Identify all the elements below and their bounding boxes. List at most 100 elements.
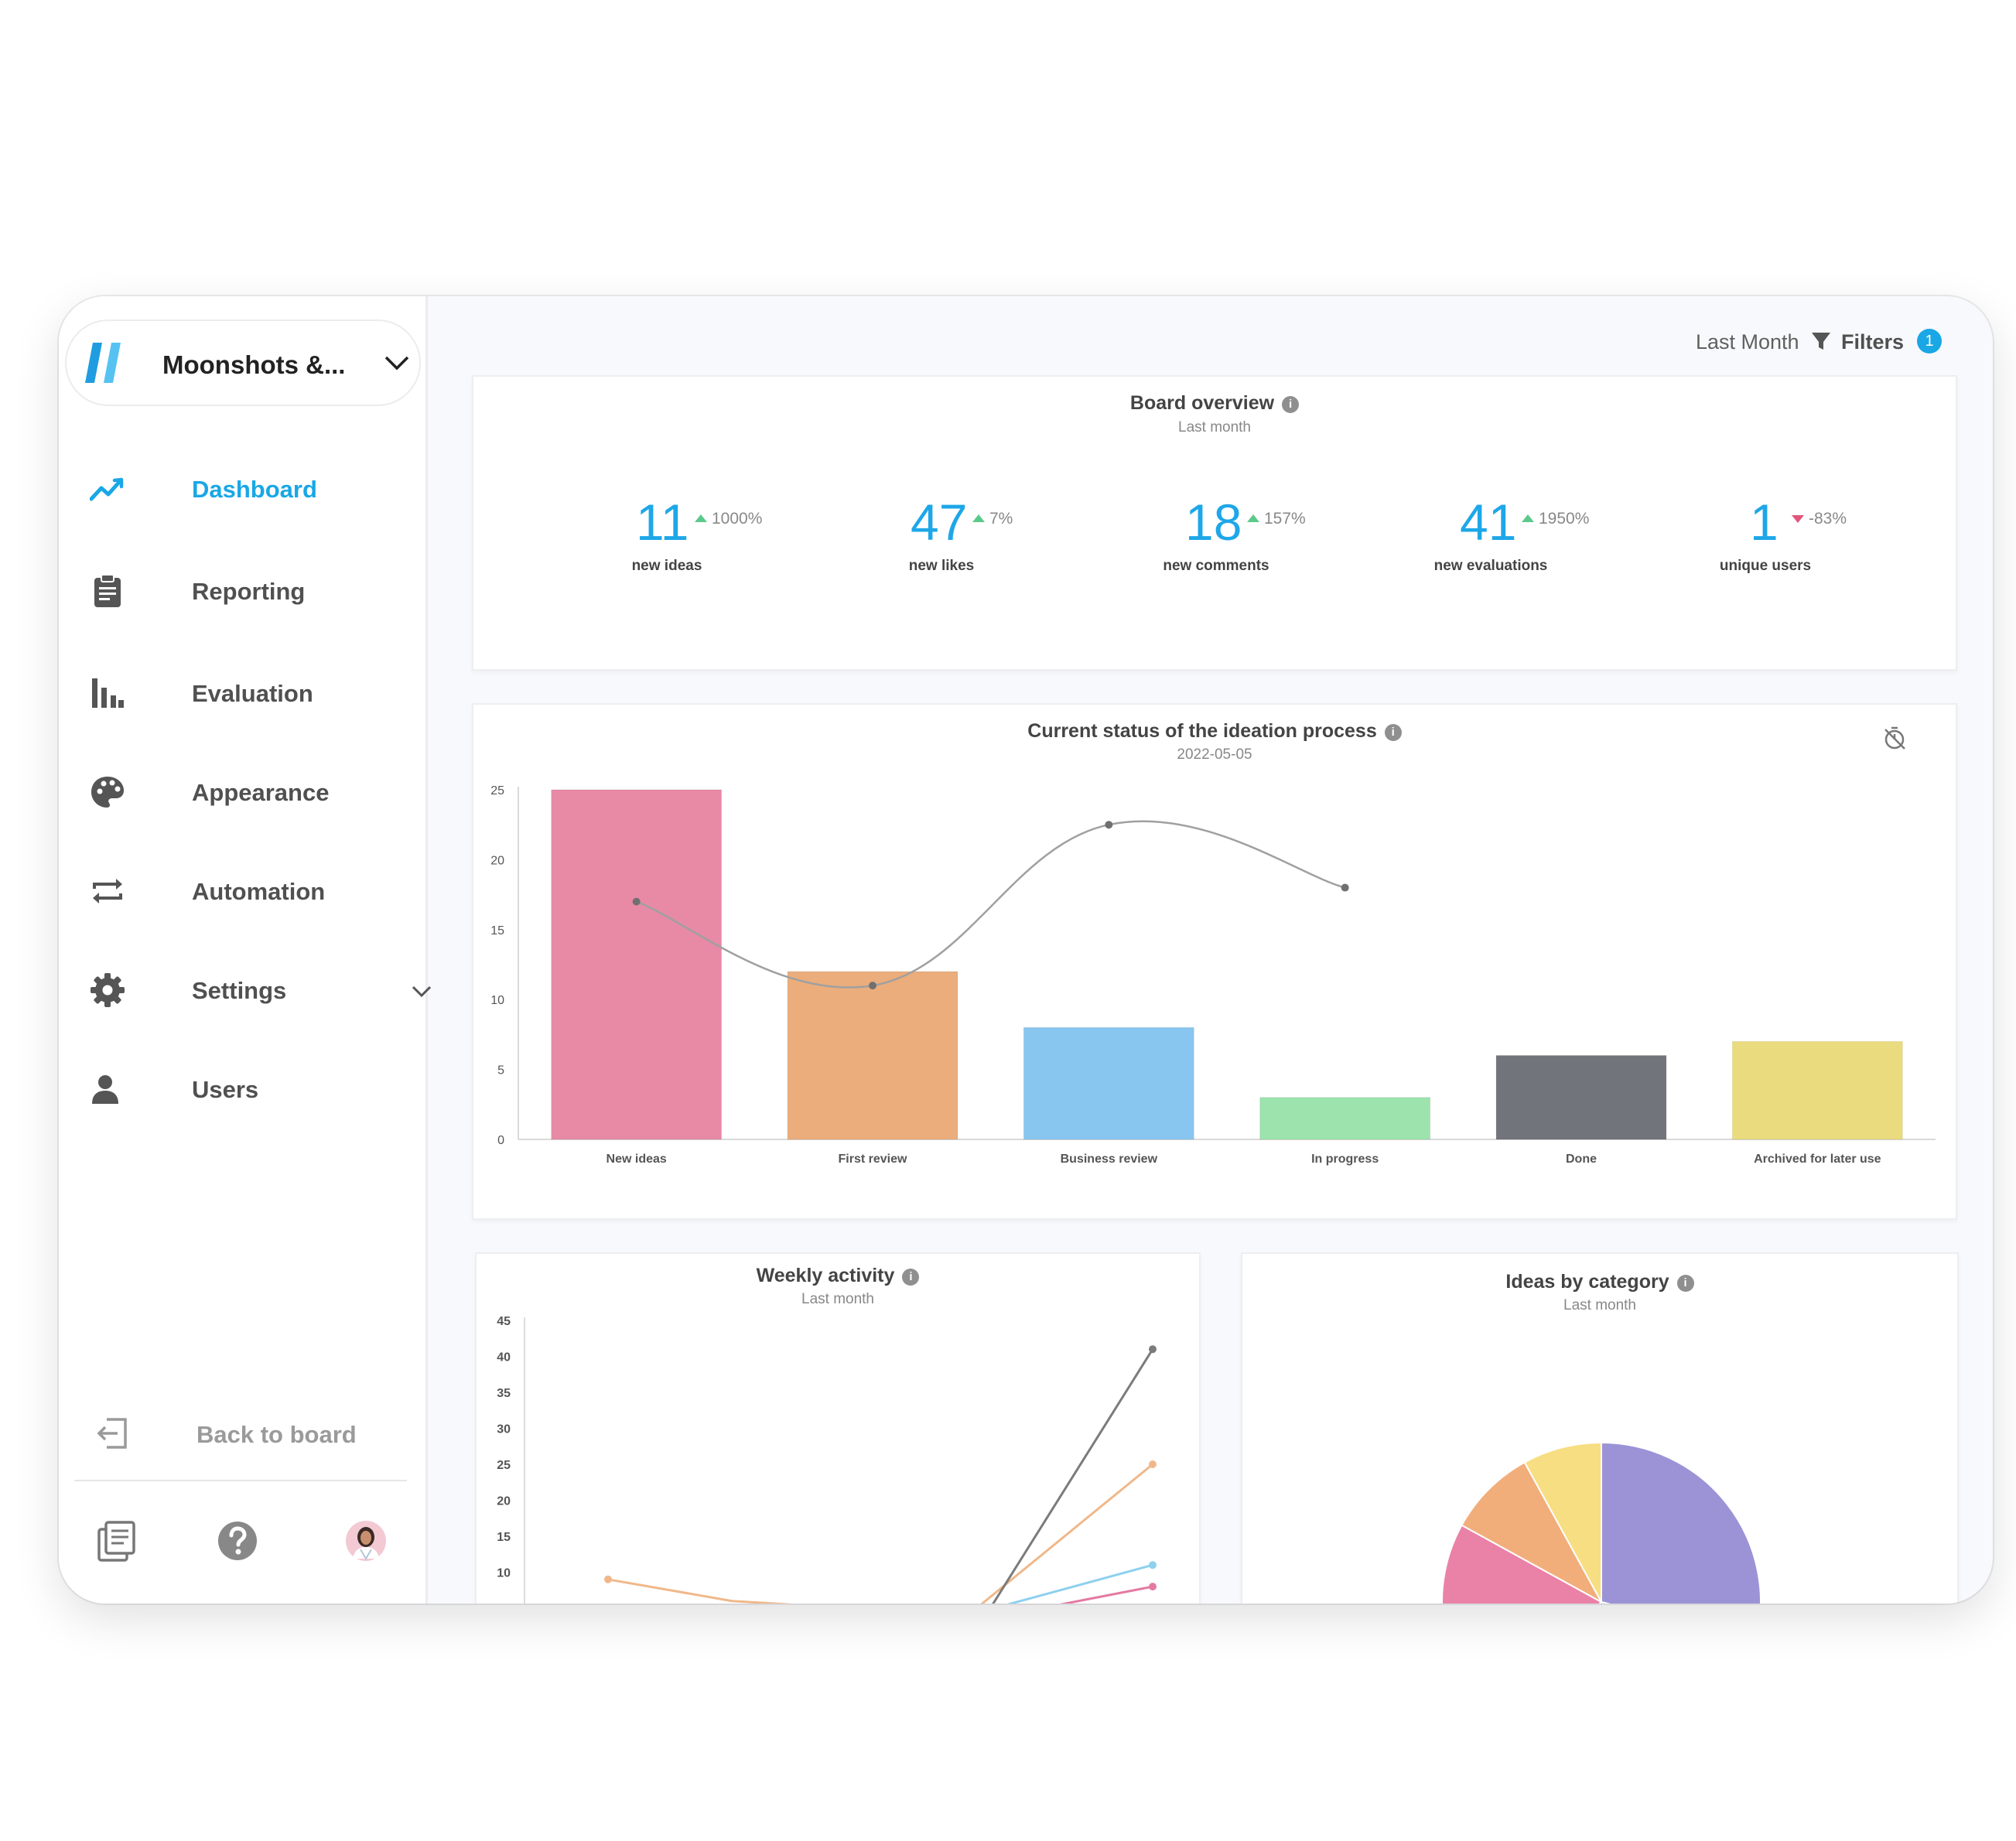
series-point	[1149, 1460, 1157, 1468]
kpi-delta: 7%	[972, 510, 1013, 528]
kpi-value: 41	[1460, 494, 1517, 551]
chevron-down-icon[interactable]	[412, 985, 432, 999]
pie-slice	[1523, 1441, 1602, 1603]
sidebar-item-label: Automation	[192, 878, 326, 905]
y-tick-label: 10	[497, 1567, 511, 1580]
y-tick-label: 10	[490, 994, 504, 1007]
kpi-delta: 1000%	[695, 510, 762, 528]
card-subtitle: Last month	[1563, 1297, 1636, 1313]
kpi-label: new likes	[908, 558, 975, 574]
card-title: Ideas by category i	[1242, 1271, 1957, 1293]
timer-off-icon[interactable]	[1881, 725, 1908, 751]
card-title: Current status of the ideation process i	[473, 720, 1956, 743]
back-to-board-button[interactable]: Back to board	[96, 1410, 405, 1457]
pie-slice	[1441, 1524, 1603, 1604]
palette-icon	[91, 777, 124, 808]
chevron-down-icon[interactable]	[384, 354, 410, 372]
y-tick-label: 25	[497, 1459, 511, 1472]
status-bar-chart: 0 5 10 15 20 25 New ideas First review Business …	[490, 784, 1936, 1166]
weekly-activity-line-chart: 10 15 20 25 30 35 40 45	[497, 1315, 1157, 1604]
bar	[1731, 1040, 1903, 1140]
series-line	[992, 1348, 1154, 1604]
series-line	[1006, 1563, 1153, 1604]
card-title: Board overview i	[473, 392, 1956, 415]
funnel-icon	[1812, 333, 1830, 350]
card-subtitle: 2022-05-05	[1177, 746, 1252, 763]
bar	[1259, 1097, 1431, 1140]
kpi-value: 18	[1185, 494, 1242, 551]
workspace-switcher[interactable]: Moonshots &...	[65, 319, 421, 406]
info-icon[interactable]: i	[1384, 724, 1402, 741]
y-tick-label: 20	[490, 854, 504, 867]
sidebar-item-label: Settings	[192, 977, 287, 1004]
y-tick-label: 45	[497, 1315, 511, 1328]
overlay-line	[636, 820, 1345, 989]
pie-slice	[1461, 1461, 1604, 1604]
help-icon[interactable]	[217, 1520, 258, 1562]
sidebar-item-label: Evaluation	[192, 680, 313, 707]
y-tick-label: 25	[490, 784, 504, 798]
card-subtitle: Last month	[1178, 419, 1251, 435]
kpi-label: new comments	[1163, 558, 1269, 574]
sidebar: Moonshots &... Dashboard	[59, 296, 432, 1604]
sidebar-item-users[interactable]: Users	[90, 1065, 415, 1112]
series-point	[604, 1575, 612, 1583]
info-icon[interactable]: i	[902, 1269, 920, 1286]
kpi-label: new ideas	[631, 558, 702, 574]
sidebar-item-settings[interactable]: Settings	[90, 966, 432, 1013]
overlay-point	[1105, 821, 1113, 829]
y-tick-label: 15	[497, 1531, 511, 1544]
bar	[551, 789, 723, 1140]
sidebar-item-appearance[interactable]: Appearance	[90, 768, 415, 815]
sidebar-item-label: Appearance	[192, 779, 330, 806]
trend-up-icon	[1247, 514, 1259, 522]
avatar[interactable]	[345, 1520, 387, 1562]
x-tick-label: New ideas	[607, 1153, 667, 1166]
repeat-arrows-icon	[93, 879, 122, 903]
overlay-point	[869, 982, 876, 990]
ideation-status-card: Current status of the ideation process i …	[472, 703, 1957, 1220]
trend-up-icon	[1522, 514, 1534, 522]
sidebar-item-label: Users	[192, 1076, 259, 1103]
series-point	[1149, 1583, 1157, 1591]
bar	[1495, 1055, 1667, 1140]
y-tick-label: 15	[490, 924, 504, 938]
y-tick-label: 30	[497, 1423, 511, 1436]
x-tick-label: Business review	[1061, 1153, 1158, 1166]
kpi-label: new evaluations	[1433, 558, 1548, 574]
y-tick-label: 20	[497, 1495, 511, 1508]
filters-button[interactable]: Filters 1	[1810, 326, 1949, 357]
series-line	[1059, 1585, 1153, 1604]
info-icon[interactable]: i	[1282, 396, 1300, 413]
info-icon[interactable]: i	[1676, 1275, 1694, 1292]
period-selector[interactable]: Last Month	[1696, 330, 1799, 354]
documentation-icon[interactable]	[96, 1520, 138, 1562]
board-overview-card: Board overview i Last month 11 1000% new …	[472, 375, 1957, 671]
top-bar: Last Month Filters 1	[425, 296, 1993, 381]
kpi-new-ideas: 11 1000% new ideas	[535, 493, 798, 578]
sidebar-item-automation[interactable]: Automation	[90, 867, 415, 914]
x-tick-label: Done	[1566, 1153, 1597, 1166]
x-tick-label: First review	[839, 1153, 907, 1166]
kpi-delta: 157%	[1247, 510, 1306, 528]
sidebar-item-reporting[interactable]: Reporting	[90, 567, 415, 613]
pie-slice	[1601, 1441, 1761, 1604]
y-tick-label: 40	[497, 1351, 511, 1365]
trend-down-icon	[1792, 515, 1804, 523]
series-point	[1149, 1345, 1157, 1354]
gear-icon	[91, 973, 125, 1007]
filters-count-badge: 1	[1917, 329, 1942, 354]
overlay-point	[1341, 883, 1349, 892]
weekly-activity-card: Weekly activity i Last month 10 15 20 25 30 35…	[475, 1252, 1201, 1604]
sidebar-item-evaluation[interactable]: Evaluation	[90, 669, 415, 716]
kpi-value: 1	[1750, 494, 1779, 551]
sidebar-item-dashboard[interactable]: Dashboard	[90, 465, 415, 511]
x-tick-label: In progress	[1311, 1153, 1379, 1166]
bar-chart-icon	[92, 678, 124, 708]
exit-arrow-icon	[97, 1418, 127, 1449]
card-title: Weekly activity i	[477, 1265, 1199, 1287]
kpi-new-likes: 47 7% new likes	[810, 493, 1073, 578]
kpi-unique-users: 1 -83% unique users	[1634, 493, 1897, 578]
card-subtitle: Last month	[801, 1291, 874, 1307]
clipboard-icon	[94, 574, 121, 607]
